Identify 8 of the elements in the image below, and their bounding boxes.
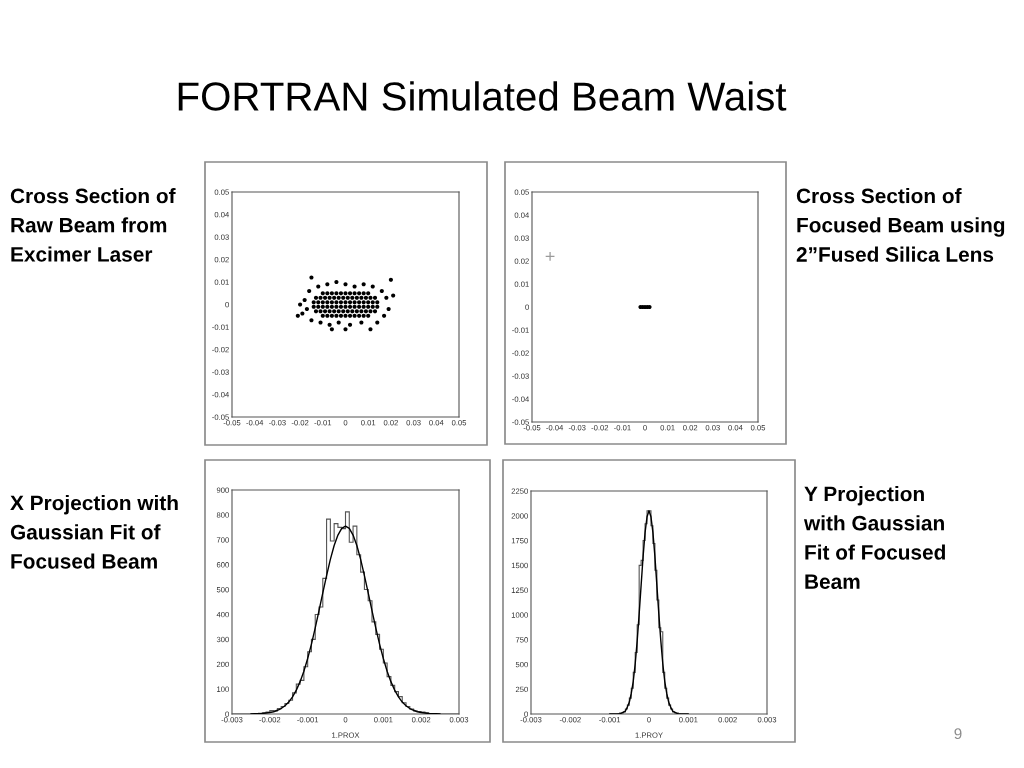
line-series [608,510,690,714]
text: Y Projection with Gaussian Fit of Focused Beam [803,486,945,589]
chart-title: FORTRAN Simulated Beam Waist [178,81,787,111]
text: Cross Section of Focused Beam using 2”Fused Silica Lens [796,188,1005,262]
text: 9 [954,728,962,740]
text: X Projection with Gaussian Fit of Focused Beam [10,495,178,569]
text: Cross Section of Raw Beam from Excimer Laser [10,188,176,262]
line-series [250,525,441,714]
